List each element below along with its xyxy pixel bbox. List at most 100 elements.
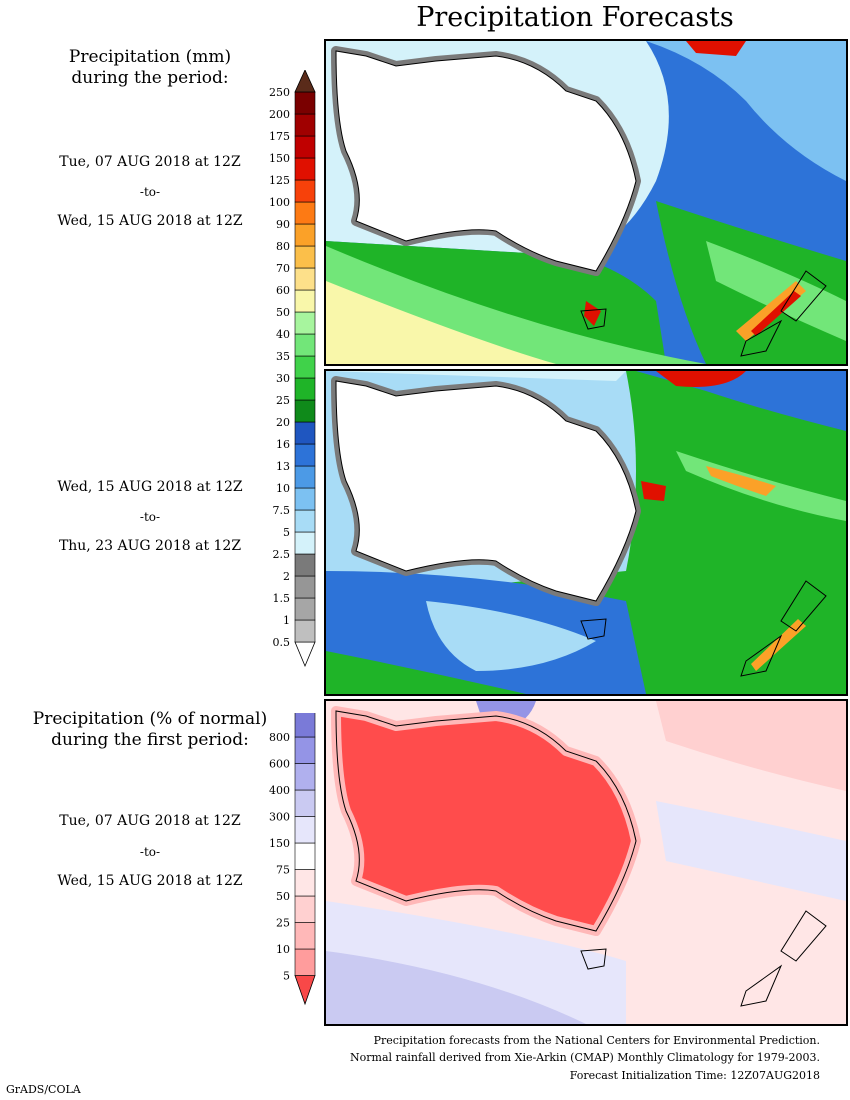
precip-map-period1 [326,41,846,364]
colorbar-tick-label: 150 [269,837,290,850]
colorbar-swatch [294,443,316,467]
colorbar-swatch [294,736,316,764]
colorbar-swatch [294,509,316,533]
percent-normal-map [326,701,846,1024]
colorbar-tick-label: 25 [276,917,290,930]
colorbar-tick-label: 16 [276,438,290,451]
colorbar-swatch [294,113,316,137]
pct-legend-heading-line2: during the first period: [51,730,249,750]
colorbar-swatch [294,789,316,817]
colorbar-swatch [294,948,316,976]
page-title: Precipitation Forecasts [416,2,734,33]
colorbar-tick-label: 250 [269,86,290,99]
colorbar-swatch [294,355,316,379]
colorbar-tick-label: 5 [283,526,290,539]
period3-end: Wed, 15 AUG 2018 at 12Z [57,873,243,889]
colorbar-tick-label: 50 [276,306,290,319]
colorbar-tick-label: 100 [269,196,290,209]
colorbar-tick-label: 70 [276,262,290,275]
colorbar-tick-label: 300 [269,811,290,824]
pct-legend-heading-line1: Precipitation (% of normal) [32,709,268,729]
colorbar-tick-label: 1.5 [273,592,291,605]
colorbar-swatch [294,597,316,621]
mm-colorbar: 0.5 1 1.5 2 2.5 5 7.5 10 13 16 20 25 30 35 40 50 60 70 80 9… [269,70,316,668]
colorbar-tick-label: 125 [269,174,290,187]
colorbar-bottom-arrow [294,641,316,668]
colorbar-tick-label: 175 [269,130,290,143]
colorbar-swatch [294,553,316,577]
colorbar-swatch [294,245,316,269]
colorbar-swatch [294,91,316,115]
colorbar-swatch [294,869,316,897]
footer-init-time: Forecast Initialization Time: 12Z07AUG20… [569,1069,820,1082]
colorbar-swatch [294,816,316,844]
colorbar-tick-label: 400 [269,784,290,797]
map-panel-period2 [324,369,848,696]
pct-colorbar: 5 10 25 50 75 150 300 400 600 800 [269,713,316,1006]
colorbar-tick-label: 30 [276,372,290,385]
colorbar-tick-label: 25 [276,394,290,407]
colorbar-swatch [294,179,316,203]
colorbar-swatch [294,895,316,923]
period2-end: Thu, 23 AUG 2018 at 12Z [58,538,242,554]
colorbar-tick-label: 1 [283,614,290,627]
colorbar-swatch [294,333,316,357]
colorbar-tick-label: 5 [283,970,290,983]
period3-to: -to- [139,845,161,859]
colorbar-tick-label: 800 [269,731,290,744]
colorbar-top-arrow [294,70,316,93]
colorbar-swatch [294,922,316,950]
period1-end: Wed, 15 AUG 2018 at 12Z [57,213,243,229]
map-panel-percent-normal [324,699,848,1026]
colorbar-bottom-arrow [294,975,316,1006]
colorbar-tick-label: 40 [276,328,290,341]
colorbar-swatch [294,377,316,401]
mm-legend-heading-line1: Precipitation (mm) [68,47,232,67]
mm-legend-heading-line2: during the period: [71,68,229,88]
colorbar-tick-label: 200 [269,108,290,121]
period1-start: Tue, 07 AUG 2018 at 12Z [59,154,241,170]
colorbar-tick-label: 90 [276,218,290,231]
colorbar-tick-label: 0.5 [273,636,291,649]
period2-to: -to- [139,510,161,524]
colorbar-tick-label: 2.5 [273,548,291,561]
grads-credit: GrADS/COLA [6,1083,81,1096]
colorbar-swatch [294,763,316,791]
colorbar-swatch [294,487,316,511]
colorbar-swatch [294,619,316,643]
colorbar-swatch [294,399,316,423]
colorbar-tick-label: 20 [276,416,290,429]
map-panel-period1 [324,39,848,366]
colorbar-swatch [294,267,316,291]
colorbar-swatch [294,531,316,555]
period2-start: Wed, 15 AUG 2018 at 12Z [57,479,243,495]
colorbar-swatch [294,135,316,159]
colorbar-tick-label: 50 [276,890,290,903]
colorbar-tick-label: 2 [283,570,290,583]
period1-to: -to- [139,185,161,199]
pct-legend-heading: Precipitation (% of normal) during the f… [20,709,280,751]
footer-climatology-line: Normal rainfall derived from Xie-Arkin (… [350,1051,820,1064]
colorbar-tick-label: 150 [269,152,290,165]
colorbar-tick-label: 35 [276,350,290,363]
colorbar-swatch [294,157,316,181]
colorbar-swatch [294,201,316,225]
colorbar-tick-label: 60 [276,284,290,297]
colorbar-tick-label: 10 [276,943,290,956]
colorbar-tick-label: 10 [276,482,290,495]
colorbar-swatch [294,575,316,599]
colorbar-swatch [294,713,316,738]
colorbar-swatch [294,465,316,489]
colorbar-tick-label: 7.5 [273,504,291,517]
colorbar-swatch [294,311,316,335]
colorbar-swatch [294,289,316,313]
colorbar-swatch [294,842,316,870]
colorbar-swatch [294,421,316,445]
mm-legend-heading: Precipitation (mm) during the period: [30,47,270,89]
footer-source-line: Precipitation forecasts from the Nationa… [373,1034,820,1047]
period3-start: Tue, 07 AUG 2018 at 12Z [59,813,241,829]
precip-map-period2 [326,371,846,694]
colorbar-swatch [294,223,316,247]
colorbar-tick-label: 75 [276,864,290,877]
colorbar-tick-label: 80 [276,240,290,253]
